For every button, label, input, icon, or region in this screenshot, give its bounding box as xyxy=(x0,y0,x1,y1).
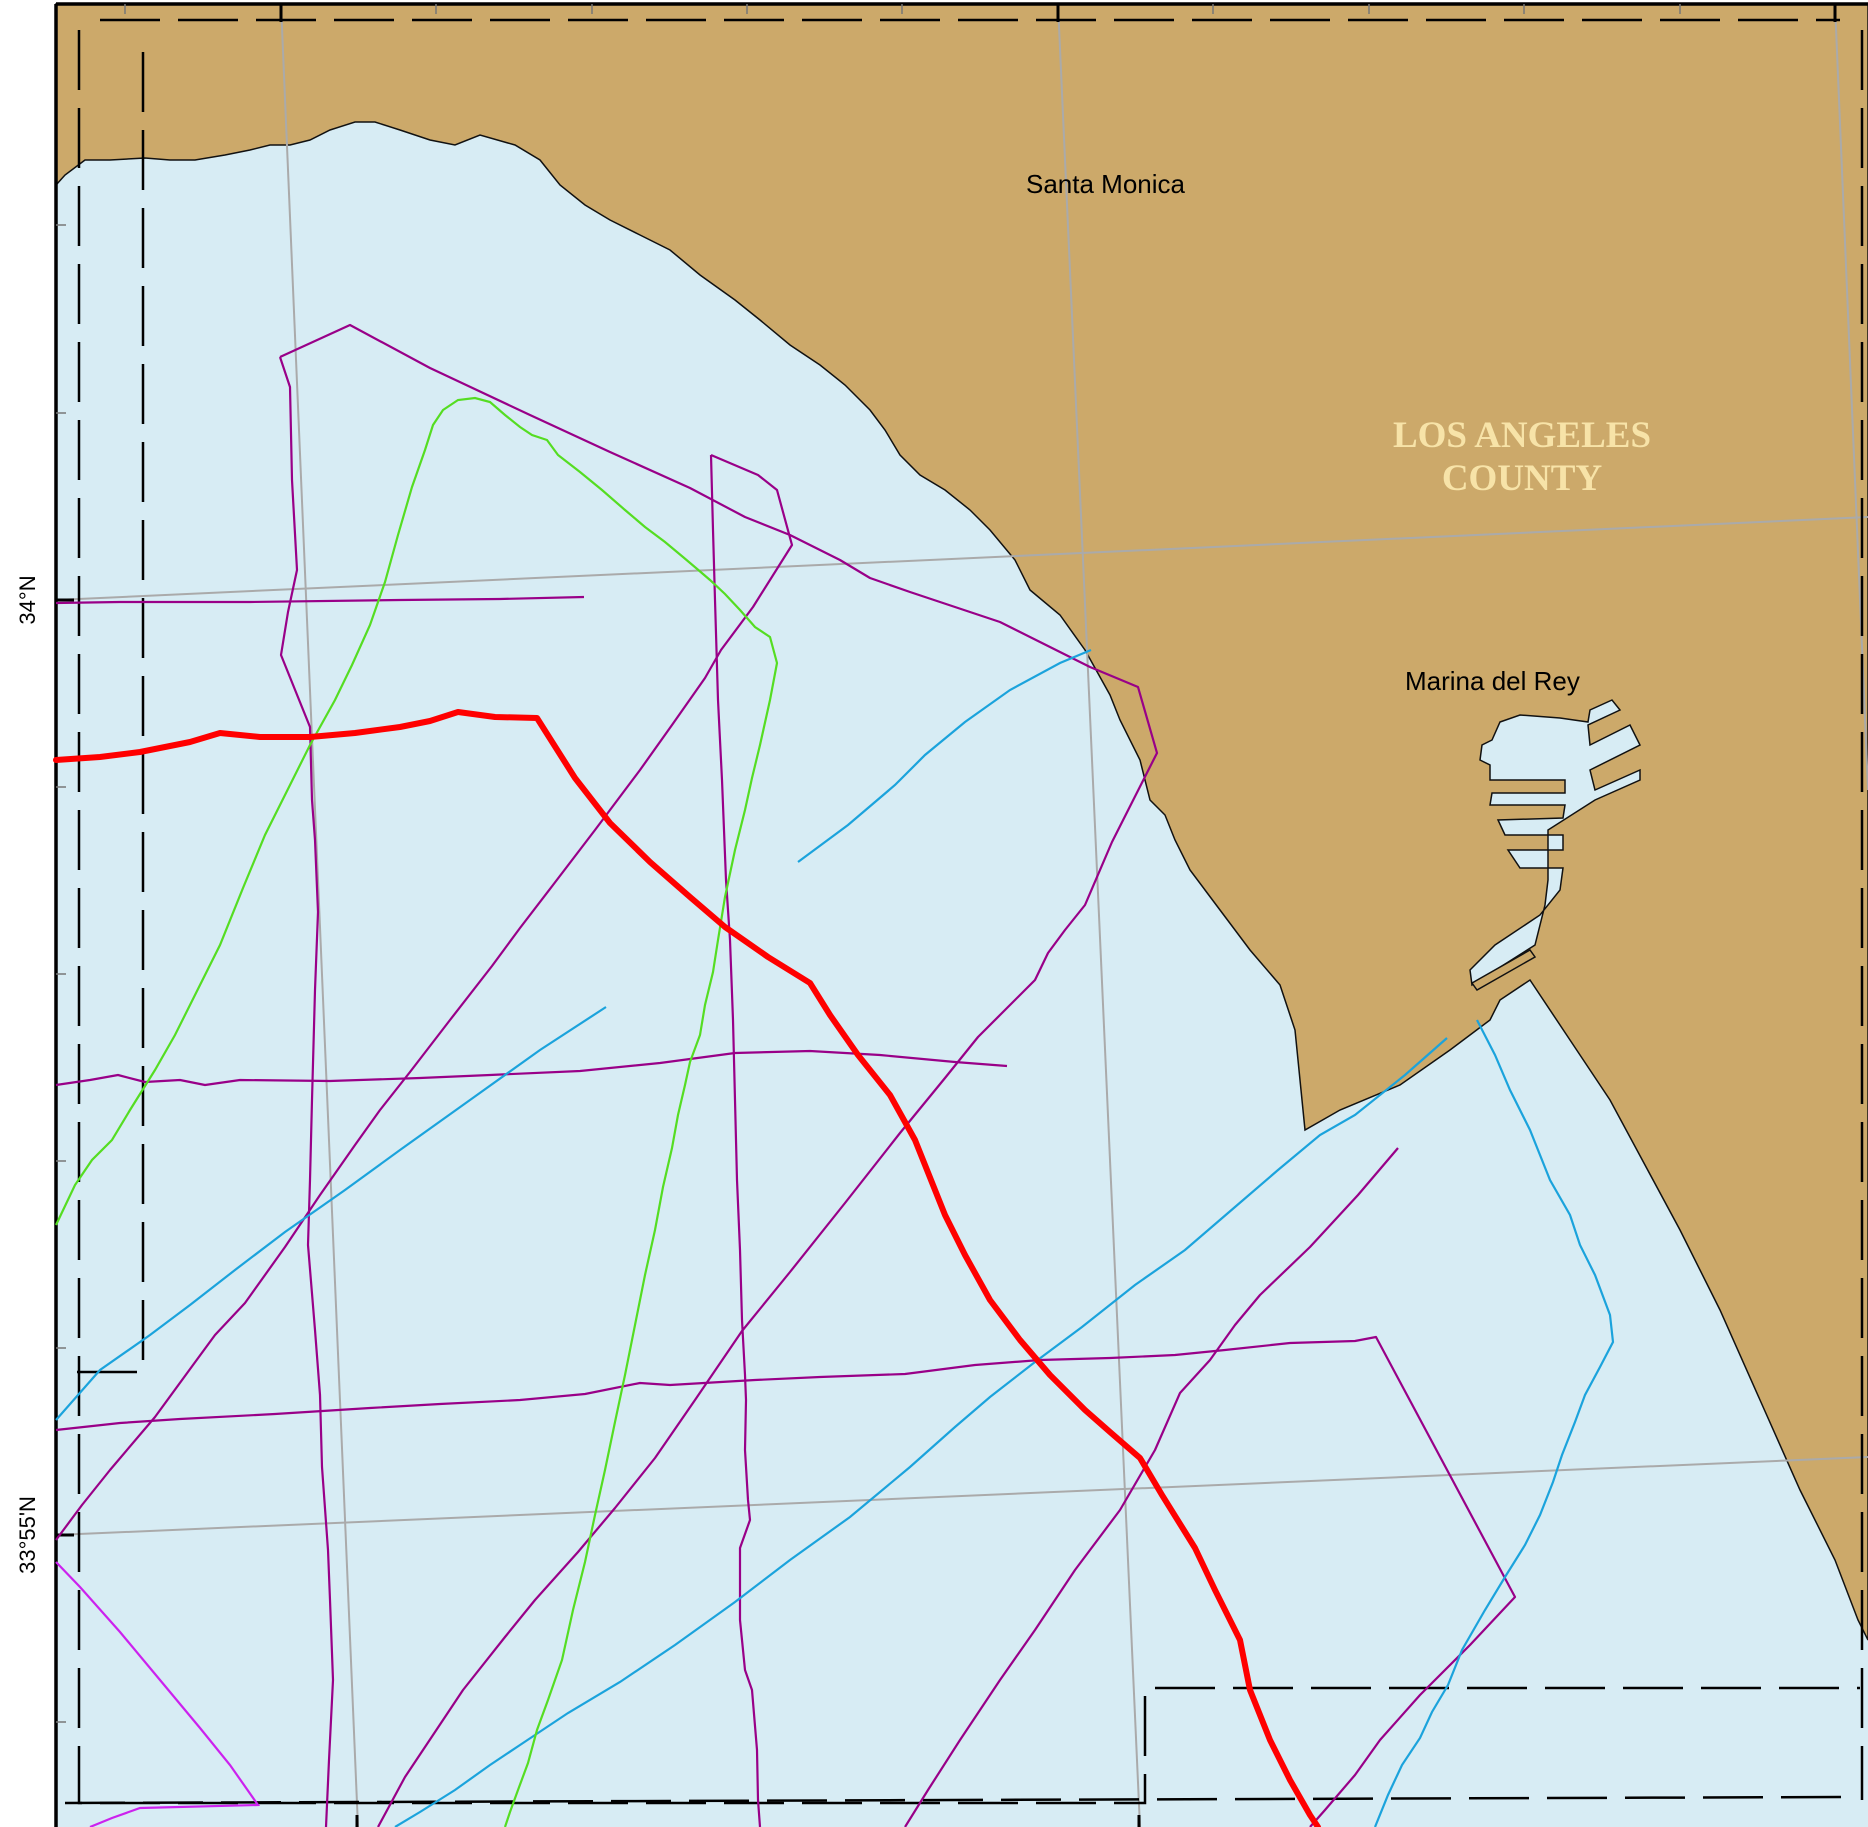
trackline-magenta xyxy=(55,1561,261,1827)
county-label-line2: COUNTY xyxy=(1442,458,1603,499)
place-label-marina-del-rey: Marina del Rey xyxy=(1405,666,1580,696)
place-label-santa-monica: Santa Monica xyxy=(1026,169,1186,199)
trackline-primary-red xyxy=(53,709,1321,1827)
map-frame xyxy=(54,2,1868,1827)
land-los-angeles xyxy=(55,3,1868,1641)
frame-ticks xyxy=(56,4,1837,1827)
latitude-label-3355n: 33°55'N xyxy=(15,1496,40,1574)
marina-del-rey-harbor xyxy=(1469,699,1642,987)
county-label-line1: LOS ANGELES xyxy=(1393,415,1651,456)
graticule xyxy=(55,3,1868,1827)
marina-breakwater xyxy=(1470,949,1537,991)
frame-minor-ticks xyxy=(56,4,1681,1723)
tracklines-blue xyxy=(55,648,1615,1827)
latitude-label-34n: 34°N xyxy=(15,575,40,624)
survey-boundary xyxy=(64,18,1864,1805)
